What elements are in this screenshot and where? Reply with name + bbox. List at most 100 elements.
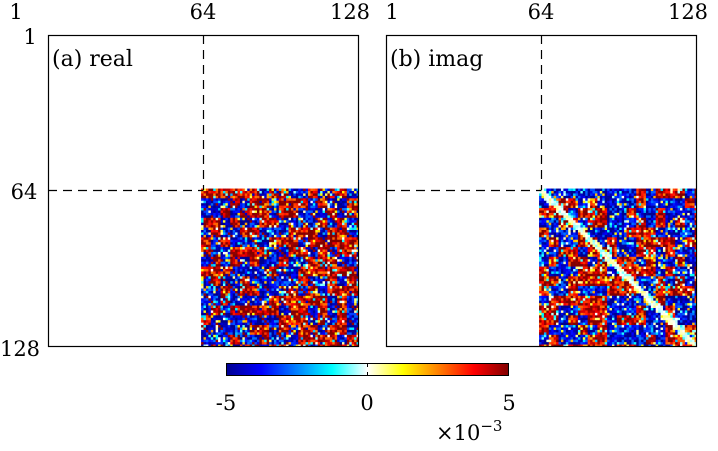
heatmap-cell (301, 298, 304, 301)
heatmap-cell (223, 198, 226, 201)
heatmap-cell (308, 220, 311, 223)
heatmap-cell (252, 259, 255, 262)
heatmap-cell (213, 211, 216, 214)
heatmap-cell (342, 306, 345, 309)
heatmap-cell (330, 235, 333, 238)
heatmap-cell (578, 206, 581, 209)
heatmap-cell (301, 269, 304, 272)
heatmap-cell (221, 191, 224, 194)
heatmap-cell (233, 330, 236, 333)
heatmap-cell (323, 323, 326, 326)
heatmap-cell (323, 271, 326, 274)
heatmap-cell (204, 213, 207, 216)
heatmap-cell (335, 220, 338, 223)
heatmap-cell (247, 303, 250, 306)
heatmap-cell (627, 191, 630, 194)
heatmap-cell (347, 340, 350, 343)
heatmap-cell (320, 267, 323, 270)
heatmap-cell (225, 303, 228, 306)
heatmap-cell (690, 189, 693, 192)
heatmap-cell (600, 203, 603, 206)
heatmap-cell (330, 269, 333, 272)
heatmap-cell (255, 274, 258, 277)
heatmap-cell (204, 215, 207, 218)
heatmap-cell (242, 303, 245, 306)
heatmap-cell (627, 203, 630, 206)
heatmap-cell (340, 225, 343, 228)
heatmap-cell (286, 252, 289, 255)
heatmap-cell (245, 296, 248, 299)
heatmap-cell (687, 191, 690, 194)
heatmap-cell (204, 191, 207, 194)
heatmap-cell (284, 257, 287, 260)
heatmap-cell (335, 254, 338, 257)
heatmap-cell (301, 250, 304, 253)
heatmap-cell (342, 206, 345, 209)
heatmap-cell (279, 332, 282, 335)
heatmap-cell (298, 191, 301, 194)
heatmap-cell (308, 286, 311, 289)
heatmap-cell (262, 228, 265, 231)
heatmap-cell (284, 223, 287, 226)
heatmap-cell (352, 279, 355, 282)
heatmap-cell (614, 198, 617, 201)
heatmap-cell (296, 340, 299, 343)
heatmap-cell (658, 208, 661, 211)
heatmap-cell (284, 189, 287, 192)
heatmap-cell (245, 259, 248, 262)
heatmap-cell (651, 206, 654, 209)
heatmap-cell (544, 198, 547, 201)
heatmap-cell (327, 245, 330, 248)
heatmap-cell (325, 203, 328, 206)
heatmap-cell (213, 286, 216, 289)
heatmap-cell (204, 232, 207, 235)
heatmap-cell (327, 301, 330, 304)
heatmap-cell (344, 259, 347, 262)
heatmap-cell (296, 203, 299, 206)
heatmap-cell (310, 328, 313, 331)
heatmap-cell (561, 208, 564, 211)
heatmap-cell (544, 191, 547, 194)
heatmap-cell (223, 254, 226, 257)
heatmap-cell (327, 220, 330, 223)
heatmap-cell (354, 211, 357, 214)
heatmap-cell (680, 211, 683, 214)
heatmap-cell (216, 271, 219, 274)
heatmap-cell (605, 215, 608, 218)
heatmap-cell (204, 271, 207, 274)
heatmap-cell (250, 240, 253, 243)
heatmap-cell (332, 296, 335, 299)
heatmap-cell (216, 276, 219, 279)
heatmap-cell (262, 252, 265, 255)
heatmap-cell (286, 332, 289, 335)
heatmap-cell (250, 276, 253, 279)
heatmap-cell (204, 228, 207, 231)
heatmap-cell (340, 211, 343, 214)
heatmap-cell (588, 189, 591, 192)
heatmap-cell (352, 330, 355, 333)
heatmap-cell (204, 269, 207, 272)
heatmap-cell (279, 276, 282, 279)
heatmap-cell (330, 237, 333, 240)
heatmap-cell (252, 308, 255, 311)
heatmap-cell (284, 225, 287, 228)
heatmap-cell (614, 213, 617, 216)
heatmap-cell (291, 335, 294, 338)
heatmap-cell (281, 332, 284, 335)
heatmap-cell (201, 242, 204, 245)
heatmap-cell (653, 203, 656, 206)
heatmap-cell (259, 257, 262, 260)
heatmap-cell (337, 325, 340, 328)
heatmap-cell (245, 310, 248, 313)
heatmap-cell (349, 264, 352, 267)
heatmap-cell (284, 271, 287, 274)
heatmap-cell (332, 220, 335, 223)
heatmap-cell (233, 293, 236, 296)
heatmap-cell (315, 332, 318, 335)
heatmap-cell (257, 225, 260, 228)
heatmap-cell (213, 303, 216, 306)
heatmap-cell (264, 196, 267, 199)
heatmap-cell (571, 189, 574, 192)
heatmap-cell (264, 269, 267, 272)
heatmap-cell (230, 318, 233, 321)
